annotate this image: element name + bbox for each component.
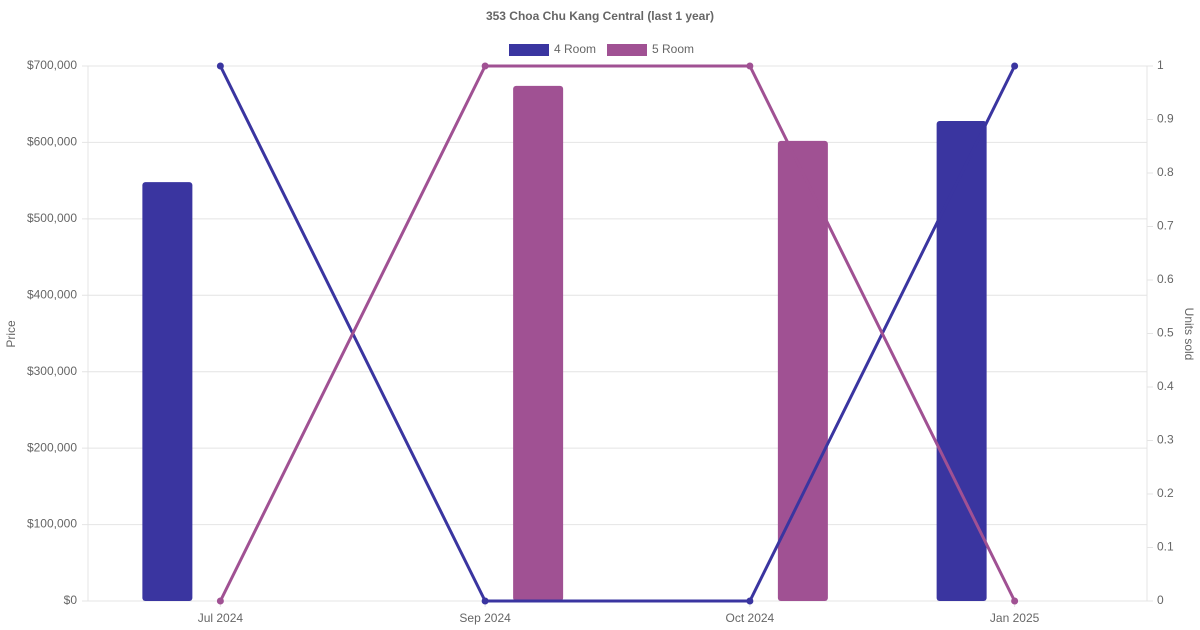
units-point [746,62,754,70]
y-tick-label: $700,000 [27,58,77,72]
x-tick-label: Sep 2024 [459,611,511,625]
y2-tick-label: 0 [1157,593,1164,607]
x-tick-label: Jan 2025 [990,611,1040,625]
y-tick-label: $400,000 [27,287,77,301]
bar [142,182,193,601]
units-line [219,65,1016,603]
units-point [1011,62,1019,70]
y2-tick-label: 0.9 [1157,112,1174,126]
y2-tick-label: 1 [1157,58,1164,72]
bar [513,85,564,601]
y-tick-label: $100,000 [27,517,77,531]
y2-axis-title: Units sold [1182,308,1196,361]
units-point [216,62,224,70]
units-point [216,597,224,605]
y-tick-label: $300,000 [27,364,77,378]
y-tick-label: $500,000 [27,211,77,225]
bar [936,121,987,602]
y2-tick-label: 0.3 [1157,433,1174,447]
legend-swatch [607,44,647,56]
y-axis-title: Price [4,320,18,348]
y2-tick-label: 0.7 [1157,219,1174,233]
y2-tick-label: 0.8 [1157,165,1174,179]
units-point [481,62,489,70]
units-point [1011,597,1019,605]
y2-tick-label: 0.2 [1157,486,1174,500]
y2-tick-label: 0.4 [1157,379,1174,393]
legend-label: 4 Room [554,42,596,56]
y2-tick-label: 0.6 [1157,272,1174,286]
chart-title: 353 Choa Chu Kang Central (last 1 year) [486,9,714,23]
y-tick-label: $0 [64,593,78,607]
units-point [746,597,754,605]
units-line [219,64,1016,602]
x-tick-label: Oct 2024 [726,611,775,625]
units-point [481,597,489,605]
y-tick-label: $200,000 [27,440,77,454]
y2-tick-label: 0.1 [1157,540,1174,554]
legend-swatch [509,44,549,56]
x-tick-label: Jul 2024 [198,611,244,625]
legend-label: 5 Room [652,42,694,56]
y-tick-label: $600,000 [27,135,77,149]
y2-tick-label: 0.5 [1157,326,1174,340]
bar [777,140,828,601]
